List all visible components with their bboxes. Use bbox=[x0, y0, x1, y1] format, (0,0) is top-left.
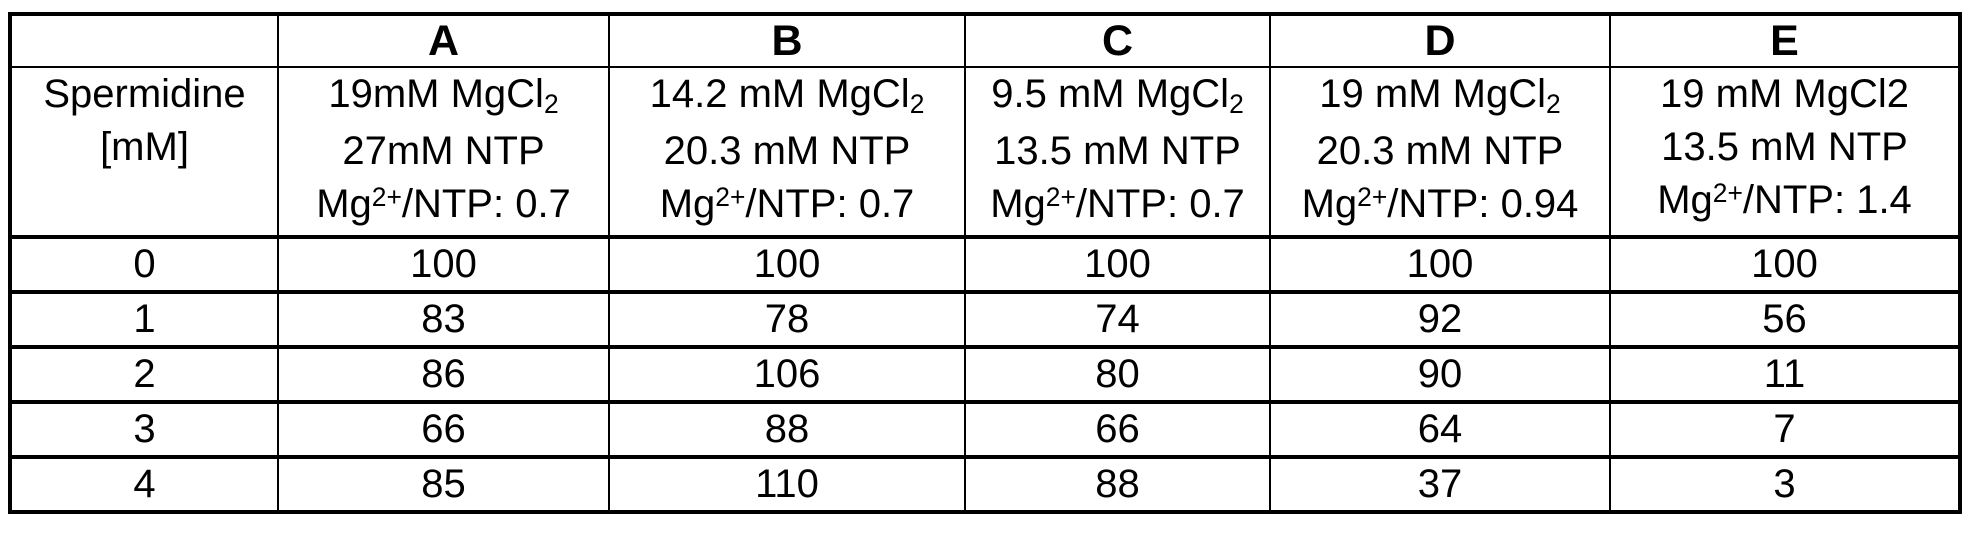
condition-text: Mg bbox=[990, 182, 1046, 226]
value-cell-d: 37 bbox=[1269, 457, 1610, 512]
condition-line: Mg2+/NTP: 0.7 bbox=[967, 178, 1269, 233]
condition-line: 20.3 mM NTP bbox=[1272, 125, 1609, 178]
conditions-cell-c: 9.5 mM MgCl2 13.5 mM NTP Mg2+/NTP: 0.7 bbox=[964, 67, 1270, 239]
condition-text: 19mM MgCl bbox=[328, 72, 544, 116]
column-header-c: C bbox=[964, 14, 1270, 68]
spermidine-concentration-cell: 4 bbox=[133, 462, 156, 506]
subscript-text: 2 bbox=[1546, 88, 1561, 119]
spermidine-concentration-cell: 0 bbox=[10, 237, 278, 294]
condition-line: 9.5 mM MgCl2 bbox=[967, 68, 1269, 125]
condition-text: 20.3 mM NTP bbox=[663, 129, 911, 173]
data-row-spermidine-3: 3 66 88 66 64 7 bbox=[10, 402, 1960, 459]
condition-line: 14.2 mM MgCl2 bbox=[611, 68, 964, 125]
condition-text: /NTP: 1.4 bbox=[1742, 178, 1912, 222]
value-cell-c: 66 bbox=[964, 402, 1270, 459]
column-header-b: B bbox=[608, 14, 965, 68]
superscript-text: 2+ bbox=[1357, 181, 1388, 212]
spermidine-concentration-cell: 2 bbox=[10, 347, 278, 404]
condition-text: Mg bbox=[1301, 182, 1358, 226]
value-cell-a: 83 bbox=[277, 292, 609, 349]
subscript-text: 2 bbox=[909, 88, 925, 119]
condition-text: /NTP: 0.94 bbox=[1387, 182, 1579, 226]
value-cell-d: 92 bbox=[1269, 292, 1610, 349]
condition-text: 13.5 mM NTP bbox=[1661, 125, 1908, 169]
condition-text: 19 mM MgCl2 bbox=[1660, 72, 1909, 116]
value-cell-e: 100 bbox=[1609, 237, 1960, 294]
conditions-cell-a: 19mM MgCl2 27mM NTP Mg2+/NTP: 0.7 bbox=[277, 67, 609, 239]
value-cell-a: 86 bbox=[277, 347, 609, 404]
conditions-cell-b: 14.2 mM MgCl2 20.3 mM NTP Mg2+/NTP: 0.7 bbox=[608, 67, 965, 239]
value-cell-e: 11 bbox=[1609, 347, 1960, 404]
condition-line: Mg2+/NTP: 1.4 bbox=[1612, 174, 1958, 231]
value-cell-b: 78 bbox=[608, 292, 965, 349]
value-cell-e: 3 bbox=[1609, 457, 1960, 512]
condition-text: 27mM NTP bbox=[342, 129, 545, 173]
spermidine-concentration-cell: 3 bbox=[10, 402, 278, 459]
conditions-cell-d: 19 mM MgCl2 20.3 mM NTP Mg2+/NTP: 0.94 bbox=[1269, 67, 1610, 239]
condition-text: 9.5 mM MgCl bbox=[991, 72, 1230, 116]
data-row-spermidine-2: 2 86 106 80 90 11 bbox=[10, 347, 1960, 404]
table-body: Spermidine [mM] 19mM MgCl2 27mM NTP Mg2+/NTP… bbox=[10, 67, 1960, 512]
row-header-spermidine-mm: Spermidine [mM] bbox=[10, 67, 278, 239]
condition-line: Mg2+/NTP: 0.7 bbox=[611, 178, 964, 233]
condition-text: 20.3 mM NTP bbox=[1316, 129, 1564, 173]
superscript-text: 2+ bbox=[371, 181, 402, 212]
subscript-text: 2 bbox=[543, 88, 559, 119]
row-header-line: Spermidine bbox=[43, 72, 246, 116]
superscript-text: 2+ bbox=[715, 181, 746, 212]
value-cell-b: 88 bbox=[608, 402, 965, 459]
data-row-spermidine-1: 1 83 78 74 92 56 bbox=[10, 292, 1960, 349]
conditions-cell-e: 19 mM MgCl2 13.5 mM NTP Mg2+/NTP: 1.4 bbox=[1609, 67, 1960, 239]
condition-line: 19mM MgCl2 bbox=[280, 68, 608, 125]
value-cell-b: 100 bbox=[608, 237, 965, 294]
condition-text: /NTP: 0.7 bbox=[1075, 182, 1245, 226]
condition-text: Mg bbox=[1657, 178, 1713, 222]
condition-text: Mg bbox=[659, 182, 716, 226]
condition-text: 13.5 mM NTP bbox=[994, 129, 1241, 173]
condition-line: 19 mM MgCl2 bbox=[1612, 68, 1958, 121]
condition-line: Mg2+/NTP: 0.94 bbox=[1272, 178, 1609, 233]
condition-text: Mg bbox=[316, 182, 372, 226]
superscript-text: 2+ bbox=[1712, 177, 1743, 208]
condition-line: 20.3 mM NTP bbox=[611, 125, 964, 178]
value-cell-a: 66 bbox=[277, 402, 609, 459]
condition-text: /NTP: 0.7 bbox=[745, 182, 915, 226]
value-cell-c: 80 bbox=[964, 347, 1270, 404]
data-row-spermidine-4: 4 85 110 88 37 3 bbox=[10, 457, 1960, 512]
superscript-text: 2+ bbox=[1045, 181, 1076, 212]
column-header-e: E bbox=[1609, 14, 1960, 68]
subscript-text: 2 bbox=[1229, 88, 1244, 119]
condition-line: 13.5 mM NTP bbox=[1612, 121, 1958, 174]
value-cell-a: 100 bbox=[277, 237, 609, 294]
value-cell-e: 56 bbox=[1609, 292, 1960, 349]
condition-text: /NTP: 0.7 bbox=[401, 182, 571, 226]
column-header-a: A bbox=[277, 14, 609, 68]
conditions-row: Spermidine [mM] 19mM MgCl2 27mM NTP Mg2+/NTP… bbox=[10, 67, 1960, 239]
column-header-d: D bbox=[1269, 14, 1610, 68]
spermidine-concentration-cell: 1 bbox=[10, 292, 278, 349]
value-cell-d: 90 bbox=[1269, 347, 1610, 404]
value-cell-a: 85 bbox=[277, 457, 609, 512]
condition-line: 13.5 mM NTP bbox=[967, 125, 1269, 178]
row-header-line: [mM] bbox=[100, 125, 189, 169]
condition-text: 19 mM MgCl bbox=[1319, 72, 1546, 116]
value-cell-d: 100 bbox=[1269, 237, 1610, 294]
value-cell-c: 88 bbox=[964, 457, 1270, 512]
value-cell-b: 110 bbox=[608, 457, 965, 512]
data-row-spermidine-0: 0 100 100 100 100 100 bbox=[10, 237, 1960, 294]
value-cell-b: 106 bbox=[608, 347, 965, 404]
value-cell-e: 7 bbox=[1609, 402, 1960, 459]
value-cell-d: 64 bbox=[1269, 402, 1610, 459]
value-cell-c: 74 bbox=[964, 292, 1270, 349]
condition-line: 19 mM MgCl2 bbox=[1272, 68, 1609, 125]
condition-line: 27mM NTP bbox=[280, 125, 608, 178]
condition-text: 14.2 mM MgCl bbox=[649, 72, 910, 116]
condition-line: Mg2+/NTP: 0.7 bbox=[280, 178, 608, 233]
corner-header-cell bbox=[10, 14, 278, 68]
value-cell-c: 100 bbox=[964, 237, 1270, 294]
